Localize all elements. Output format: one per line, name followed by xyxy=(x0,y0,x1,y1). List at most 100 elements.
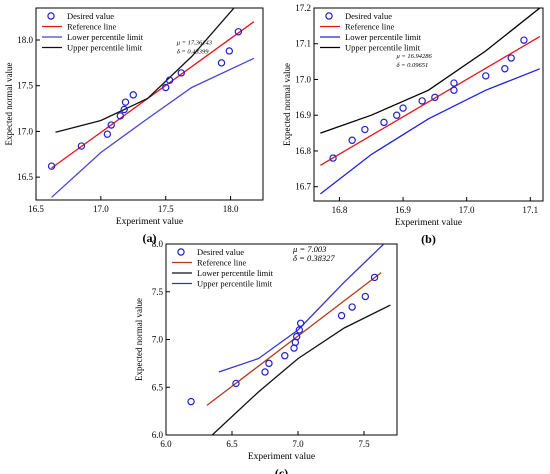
x-tick-label: 16.8 xyxy=(332,205,348,215)
data-point xyxy=(450,79,458,87)
data-point xyxy=(177,69,185,77)
data-point xyxy=(77,142,86,150)
y-tick-label: 6.5 xyxy=(152,382,164,392)
legend-marker xyxy=(47,12,55,20)
data-point xyxy=(329,154,337,162)
legend-label: Desired value xyxy=(67,11,114,21)
data-point xyxy=(217,59,226,67)
series-line xyxy=(211,304,391,435)
data-point xyxy=(116,112,125,120)
legend-label: Reference line xyxy=(67,22,117,32)
data-point xyxy=(225,47,233,55)
x-tick-label: 17.5 xyxy=(158,204,174,214)
x-tick-label: 6.0 xyxy=(160,439,172,449)
x-tick-label: 7.0 xyxy=(292,439,304,449)
data-point xyxy=(107,121,115,129)
x-tick-label: 16.5 xyxy=(28,204,44,214)
x-tick-label: 18.0 xyxy=(223,204,239,214)
y-tick-label: 16.9 xyxy=(295,110,311,120)
series-line xyxy=(55,8,235,133)
data-point xyxy=(261,368,269,376)
y-tick-label: 16.7 xyxy=(295,182,311,192)
y-tick-label: 17.0 xyxy=(295,74,311,84)
legend-label: Desired value xyxy=(197,247,244,257)
y-tick-label: 6.0 xyxy=(152,430,164,440)
y-tick-label: 17.1 xyxy=(295,39,311,49)
data-point xyxy=(165,76,174,84)
panel-label: (a) xyxy=(143,231,157,245)
data-point xyxy=(399,104,407,112)
x-axis-label: Experiment value xyxy=(116,217,183,227)
stats-text: μ = 17.36143 xyxy=(177,39,213,46)
data-point xyxy=(296,319,305,327)
data-point xyxy=(348,303,356,311)
data-point xyxy=(348,136,356,144)
legend-label: Upper percentile limit xyxy=(345,43,421,53)
plot-frame xyxy=(313,7,544,202)
data-point xyxy=(337,311,346,320)
series-line xyxy=(51,57,255,198)
x-tick-label: 7.5 xyxy=(358,439,370,449)
x-tick-label: 17.1 xyxy=(522,205,538,215)
x-tick-label: 17.0 xyxy=(459,205,475,215)
data-point xyxy=(361,125,369,134)
y-tick-label: 17.2 xyxy=(295,3,311,13)
data-point xyxy=(482,72,490,80)
panel-label: (c) xyxy=(275,466,288,474)
y-tick-label: 17.5 xyxy=(17,81,33,91)
legend-marker xyxy=(177,248,185,256)
data-point xyxy=(129,91,137,99)
x-tick-label: 17.0 xyxy=(93,204,109,214)
legend-label: Lower percentile limit xyxy=(197,268,274,278)
y-axis-label: Expected normal value xyxy=(282,63,292,146)
y-tick-label: 18.0 xyxy=(17,35,33,45)
y-tick-label: 8.0 xyxy=(152,239,164,249)
stats-text: δ = 0.38327 xyxy=(293,253,335,263)
y-tick-label: 16.5 xyxy=(17,172,33,182)
panel-a: 16.5 17.0 17.5 18.0 16.5 17.0 17.5 18.0 Experime… xyxy=(4,7,264,245)
y-axis-label: Expected normal value xyxy=(134,298,144,381)
y-axis-label: Expected normal value xyxy=(4,63,14,146)
data-point xyxy=(418,97,426,105)
data-point xyxy=(120,105,128,114)
legend-label: Upper percentile limit xyxy=(197,279,273,289)
legend-label: Reference line xyxy=(197,258,247,268)
legend-marker xyxy=(325,12,333,20)
data-point xyxy=(234,28,243,36)
data-point xyxy=(501,65,509,73)
data-point xyxy=(380,118,388,127)
data-point xyxy=(507,54,515,62)
data-point xyxy=(103,130,112,138)
plot-area xyxy=(320,8,541,195)
data-point xyxy=(361,292,370,301)
y-tick-label: 7.5 xyxy=(152,287,164,297)
y-tick-label: 7.0 xyxy=(152,335,164,345)
data-point xyxy=(295,326,304,334)
series-line xyxy=(320,8,541,134)
x-axis-label: Experiment value xyxy=(395,218,462,228)
data-point xyxy=(292,332,301,341)
panel-b: 16.8 16.9 17.0 17.1 16.7 16.8 16.9 17.0 17.1 17.2… xyxy=(282,3,544,246)
y-tick-label: 17.0 xyxy=(17,126,33,136)
y-tick-label: 16.8 xyxy=(295,146,311,156)
data-point xyxy=(162,83,170,92)
data-point xyxy=(450,86,458,94)
x-tick-label: 16.9 xyxy=(395,205,411,215)
data-point xyxy=(265,359,273,368)
stats-text: δ = 0.43399 xyxy=(177,48,210,55)
plot-area xyxy=(51,8,255,198)
stats-text: μ = 7.003 xyxy=(292,244,326,254)
data-point xyxy=(431,93,439,102)
legend-label: Upper percentile limit xyxy=(67,43,143,53)
legend-label: Desired value xyxy=(345,11,392,21)
data-point xyxy=(520,36,528,44)
x-axis-label: Experiment value xyxy=(248,452,315,462)
data-point xyxy=(47,162,56,170)
stats-text: δ = 0.09651 xyxy=(396,62,428,69)
legend-label: Lower percentile limit xyxy=(345,32,422,42)
data-point xyxy=(121,98,130,106)
data-point xyxy=(281,352,289,360)
data-point xyxy=(232,379,240,388)
stats-text: μ = 16.94286 xyxy=(396,53,432,60)
